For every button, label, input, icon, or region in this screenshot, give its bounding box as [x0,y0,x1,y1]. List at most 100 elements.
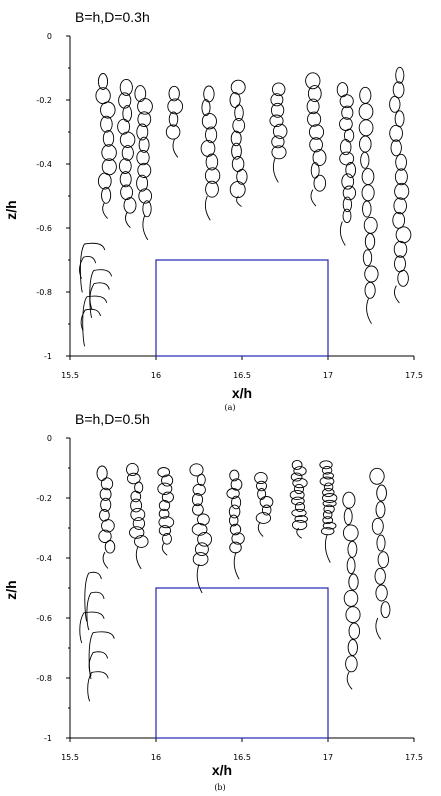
trajectory-tail [366,298,372,324]
y-tick-label: -0.4 [36,554,52,563]
trajectory-loop [305,72,321,90]
trajectory-loop [291,508,307,518]
trajectory-loop [362,249,373,267]
panel-a-y-ticks: 0 -0.2 -0.4 -0.6 -0.8 -1 [36,32,70,361]
trajectory-loop [97,172,112,190]
trajectory-loop [322,493,338,503]
trajectory-loop [102,129,115,147]
trajectory-loop [256,480,267,492]
panel-a-x-label: x/h [232,385,252,401]
trajectory-tail [142,215,149,241]
trajectory-loop [118,92,132,109]
trajectory-loop [136,123,149,141]
trajectory-loop [142,200,152,218]
trajectory-loop [347,639,358,656]
trajectory-loop [234,104,244,122]
panel-b-y-label: z/h [3,580,19,599]
trajectory-loop [395,66,405,84]
trajectory-loop [165,124,181,140]
trajectory-tail [161,542,168,556]
trajectory-loop [395,226,412,244]
trajectory-loop [341,105,354,120]
trajectory-loop [201,112,217,130]
trajectory-loop [137,111,152,128]
trajectory-loop [307,111,322,127]
panel-b-trajectories [79,459,391,702]
trajectory-loop [100,115,113,133]
panel-b-caption: (b) [214,783,225,792]
trajectory-loop [348,622,361,640]
trajectory-loop [257,488,267,500]
trajectory-loop [269,114,284,128]
trajectory-loop [98,529,112,543]
trajectory-loop [126,472,141,485]
trajectory-streak [79,242,106,293]
trajectory-loop [137,162,152,178]
trajectory-loop [136,174,149,192]
x-tick-label: 15.5 [61,371,79,380]
trajectory-loop [271,82,286,97]
trajectory-loop [254,471,268,485]
panel-a-trajectories [79,66,412,347]
trajectory-loop [189,463,204,477]
y-tick-label: -0.6 [36,614,52,623]
trajectory-loop [390,139,402,157]
trajectory-loop [117,118,131,135]
trajectory-loop [392,81,405,99]
trajectory-loop [231,142,242,160]
trajectory-loop [347,540,358,558]
trajectory-tail [233,551,240,580]
trajectory-tail [339,221,346,246]
trajectory-loop [339,94,354,109]
trajectory-loop [158,508,170,519]
trajectory-tail [125,211,131,229]
trajectory-streak [79,611,105,644]
trajectory-tail [102,202,108,219]
trajectory-loop [157,467,171,478]
trajectory-loop [290,472,303,482]
trajectory-loop [104,540,116,554]
trajectory-loop [205,180,219,198]
y-tick-label: -0.8 [36,288,52,297]
trajectory-loop [161,474,174,487]
trajectory-loop [123,197,137,214]
trajectory-tail [135,545,142,570]
panel-a-caption: (a) [224,403,235,412]
trajectory-loop [191,493,204,507]
trajectory-loop [130,498,143,513]
y-tick-label: -1 [44,734,52,743]
trajectory-loop [323,482,334,492]
trajectory-loop [101,144,117,161]
trajectory-loop [362,200,372,218]
trajectory-loop [158,499,171,512]
trajectory-loop [348,573,359,591]
trajectory-loop [255,512,272,524]
trajectory-loop [364,281,376,299]
panel-a-x-ticks: 15.5 16 16.5 17 17.5 [61,356,423,380]
trajectory-loop [192,503,204,516]
trajectory-loop [231,495,242,510]
trajectory-loop [161,491,174,503]
trajectory-loop [312,149,327,167]
trajectory-loop [119,171,132,188]
trajectory-loop [229,181,246,199]
y-tick-label: -0.2 [36,494,52,503]
trajectory-loop [162,532,172,545]
panel-b-x-label: x/h [212,762,232,778]
trajectory-loop [376,484,387,502]
panel-b-obstacle [155,587,329,739]
trajectory-loop [229,92,241,108]
trajectory-loop [126,462,139,477]
trajectory-loop [346,557,356,575]
trajectory-streak [89,269,113,318]
panel-b-x-ticks: 15.5 16 16.5 17 17.5 [61,738,423,762]
trajectory-loop [343,128,355,143]
trajectory-loop [196,473,206,486]
x-tick-label: 16.5 [233,753,251,762]
trajectory-loop [343,589,359,607]
trajectory-streak [89,282,110,310]
trajectory-loop [308,124,325,140]
trajectory-loop [294,501,306,513]
trajectory-loop [95,87,111,105]
